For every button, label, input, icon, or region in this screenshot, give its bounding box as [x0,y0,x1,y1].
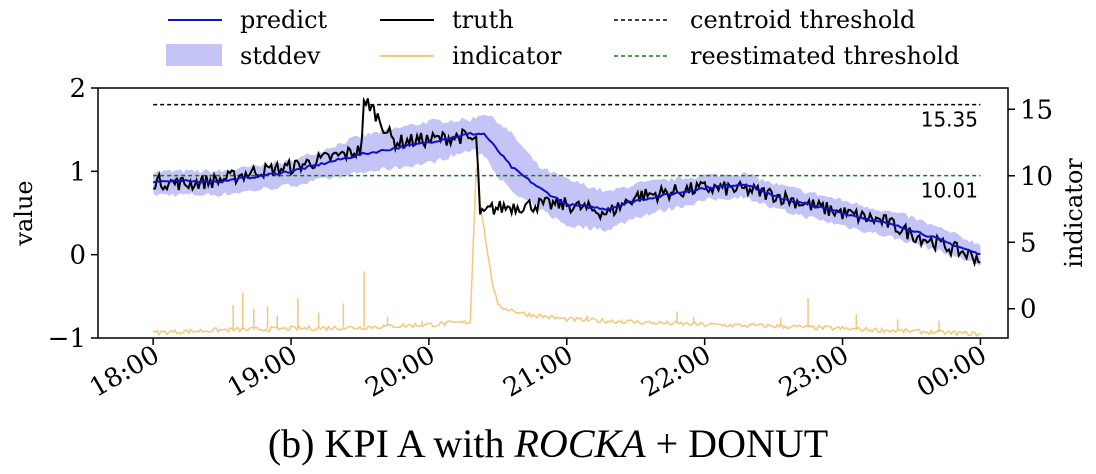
legend-swatch-stddev [166,44,222,66]
legend-label-stddev: stddev [240,42,321,70]
x-tick-label: 20:00 [361,340,441,403]
legend-label-reestimated: reestimated threshold [690,42,959,70]
x-tick-label: 00:00 [912,340,992,403]
y-tick-label: 1 [69,157,86,187]
y2-tick-label: 15 [1020,95,1053,125]
x-tick-label: 21:00 [498,340,578,403]
caption-prefix: (b) KPI A with [267,421,515,466]
caption-suffix: + DONUT [645,421,829,466]
plot-area: 15.35 10.01 [152,96,981,337]
y2-tick-label: 0 [1020,295,1037,325]
indicator-line [152,163,981,337]
y2-tick-label: 10 [1020,162,1053,192]
x-tick-label: 19:00 [223,340,303,403]
y2-tick-label: 5 [1020,228,1037,258]
legend-label-indicator: indicator [452,42,562,70]
chart-figure: predict truth centroid threshold stddev … [10,6,1088,404]
y-axis-title: value [10,180,38,246]
y-tick-label: 0 [69,241,86,271]
y-tick-label: 2 [69,74,86,104]
y-tick-label: −1 [48,324,86,354]
plot-frame [97,87,1009,339]
indicator-spikes [232,271,940,333]
y2-axis-ticks: 15 10 5 0 [1008,95,1053,325]
x-tick-label: 22:00 [636,340,716,403]
predict-line [152,131,981,256]
caption-italic: ROCKA [514,421,646,466]
figure-caption: (b) KPI A with ROCKA + DONUT [0,420,1096,467]
stddev-band [153,114,981,266]
legend-label-truth: truth [452,6,514,34]
x-tick-label: 23:00 [774,340,854,403]
legend-label-centroid: centroid threshold [690,6,915,34]
reestimated-threshold-label: 10.01 [921,179,978,203]
centroid-threshold-label: 15.35 [921,108,978,132]
truth-line [153,96,981,268]
y2-axis-title: indicator [1060,158,1088,268]
x-tick-label: 18:00 [85,340,165,403]
y-axis-ticks: 2 1 0 −1 [48,74,98,354]
x-axis-ticks: 18:00 19:00 20:00 21:00 22:00 23:00 00:00 [85,338,992,404]
legend-label-predict: predict [240,6,328,34]
legend: predict truth centroid threshold stddev … [166,6,959,70]
